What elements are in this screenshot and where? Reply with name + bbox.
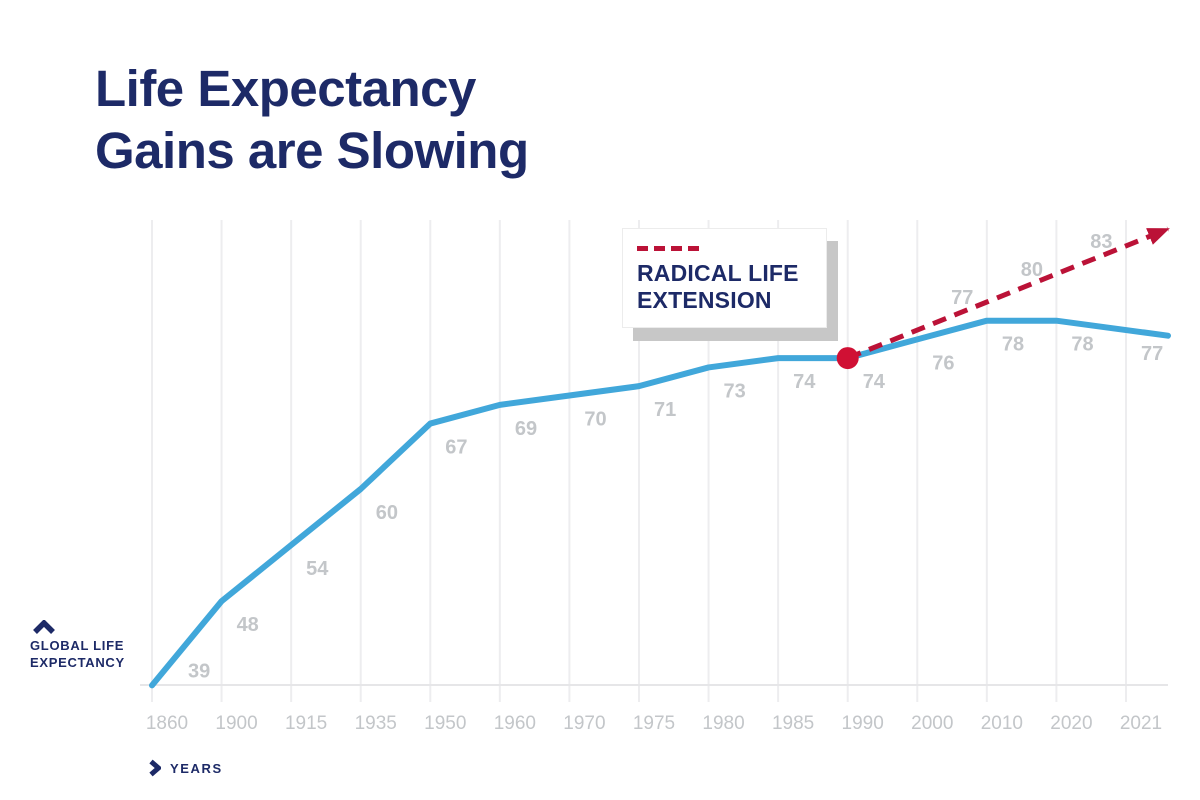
year-tick-label: 1915 bbox=[285, 713, 327, 734]
year-tick-label: 1950 bbox=[424, 713, 466, 734]
year-tick-label: 1900 bbox=[215, 713, 257, 734]
legend-label-line2: EXTENSION bbox=[637, 287, 772, 314]
y-axis-label-line2: EXPECTANCY bbox=[30, 654, 125, 670]
page-title-line2: Gains are Slowing bbox=[95, 122, 529, 180]
x-axis-label-text: YEARS bbox=[170, 760, 223, 776]
year-tick-label: 2020 bbox=[1050, 713, 1092, 734]
legend-label-line1: RADICAL LIFE bbox=[637, 260, 799, 286]
data-label: 71 bbox=[654, 399, 676, 421]
data-label: 70 bbox=[584, 409, 606, 431]
year-tick-label: 1990 bbox=[842, 713, 884, 734]
year-tick-label: 2021 bbox=[1120, 713, 1162, 734]
year-tick-label: 1860 bbox=[146, 713, 188, 734]
legend-label: RADICAL LIFE EXTENSION bbox=[637, 260, 826, 314]
projection-data-label: 77 bbox=[951, 287, 973, 309]
year-tick-label: 2000 bbox=[911, 713, 953, 734]
red-dashed-line-swatch-icon bbox=[637, 246, 699, 251]
projection-data-label: 83 bbox=[1090, 231, 1112, 253]
y-axis-label: GLOBAL LIFE EXPECTANCY bbox=[30, 620, 125, 672]
chevron-up-icon bbox=[33, 620, 55, 634]
y-axis-label-line1: GLOBAL LIFE bbox=[30, 638, 125, 653]
data-label: 48 bbox=[237, 614, 259, 636]
year-tick-label: 1960 bbox=[494, 713, 536, 734]
year-tick-label: 1935 bbox=[355, 713, 397, 734]
data-label: 60 bbox=[376, 502, 398, 524]
projection-data-label: 80 bbox=[1021, 259, 1043, 281]
chevron-right-icon bbox=[149, 759, 161, 777]
data-label: 74 bbox=[793, 371, 816, 393]
year-tick-label: 1975 bbox=[633, 713, 675, 734]
year-tick-label: 2010 bbox=[981, 713, 1023, 734]
projection-start-dot bbox=[836, 347, 859, 370]
data-label: 39 bbox=[188, 660, 210, 682]
projection-line bbox=[846, 226, 1170, 361]
x-axis-label: YEARS bbox=[148, 759, 223, 777]
legend-radical-life-extension: RADICAL LIFE EXTENSION bbox=[622, 228, 827, 328]
page-title: Life Expectancy Gains are Slowing bbox=[95, 58, 529, 182]
data-label: 69 bbox=[515, 418, 537, 440]
data-label: 74 bbox=[863, 371, 886, 393]
data-label: 54 bbox=[306, 558, 329, 580]
data-label: 77 bbox=[1141, 343, 1163, 365]
page-title-line1: Life Expectancy bbox=[95, 60, 476, 117]
history-line bbox=[149, 317, 1171, 689]
data-label: 67 bbox=[445, 437, 467, 459]
year-tick-label: 1970 bbox=[563, 713, 605, 734]
year-tick-label: 1980 bbox=[702, 713, 744, 734]
data-label: 73 bbox=[724, 380, 746, 402]
data-label: 78 bbox=[1071, 334, 1093, 356]
data-label: 76 bbox=[932, 352, 954, 374]
year-tick-label: 1985 bbox=[772, 713, 814, 734]
data-label: 78 bbox=[1002, 334, 1024, 356]
